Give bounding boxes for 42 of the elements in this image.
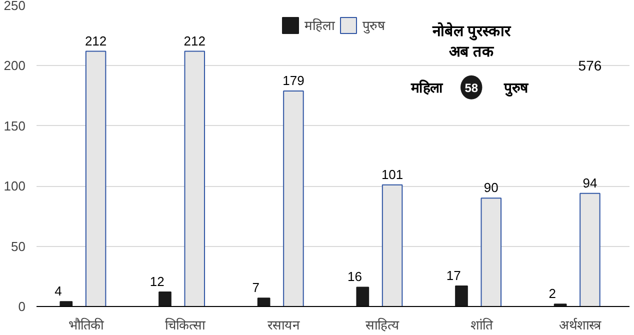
annotation: पुरुष — [502, 79, 529, 98]
x-tick-label: चिकित्सा — [164, 318, 206, 332]
x-tick-label: शांति — [470, 318, 494, 332]
bar — [455, 286, 468, 306]
bar — [382, 184, 403, 306]
data-label: 2 — [548, 286, 556, 302]
data-label: 212 — [84, 33, 107, 48]
x-tick-label: अर्थशास्त्र — [559, 318, 602, 332]
annotation: नोबेल पुरस्कार अब तक — [431, 22, 512, 60]
bar — [60, 301, 73, 306]
bar — [356, 286, 370, 306]
y-tick-label: 200 — [4, 58, 26, 74]
y-tick-label: 100 — [4, 178, 26, 194]
x-tick-label: रसायन — [268, 318, 301, 332]
data-label: 179 — [282, 72, 304, 88]
data-label: 16 — [348, 269, 362, 284]
data-label: 94 — [582, 175, 598, 190]
annotation: महिला — [410, 79, 444, 96]
bar — [184, 50, 206, 306]
bar — [158, 292, 172, 306]
data-label: 17 — [446, 268, 461, 284]
annotation: 58 — [464, 80, 478, 95]
bar — [257, 298, 270, 306]
bar — [85, 50, 106, 306]
y-tick-label: 250 — [4, 0, 26, 13]
bar — [283, 90, 304, 306]
annotation: 576 — [578, 58, 602, 74]
data-label: 212 — [184, 33, 206, 48]
bar — [580, 192, 600, 306]
x-tick-label: भौतिकी — [68, 318, 104, 332]
bar — [480, 198, 502, 306]
y-tick-label: 150 — [4, 118, 26, 134]
y-tick-label: 0 — [18, 299, 26, 314]
y-tick-label: 50 — [11, 238, 26, 254]
legend-label: महिला — [304, 17, 334, 34]
data-label: 7 — [252, 280, 260, 296]
data-label: 90 — [484, 180, 498, 196]
x-tick-label: साहित्य — [365, 318, 400, 332]
data-label: 101 — [381, 166, 404, 182]
data-label: 12 — [150, 274, 164, 290]
data-label: 4 — [54, 284, 62, 299]
legend-label: पुरुष — [362, 17, 386, 34]
